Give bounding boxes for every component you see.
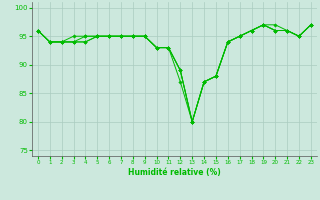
X-axis label: Humidité relative (%): Humidité relative (%) (128, 168, 221, 177)
